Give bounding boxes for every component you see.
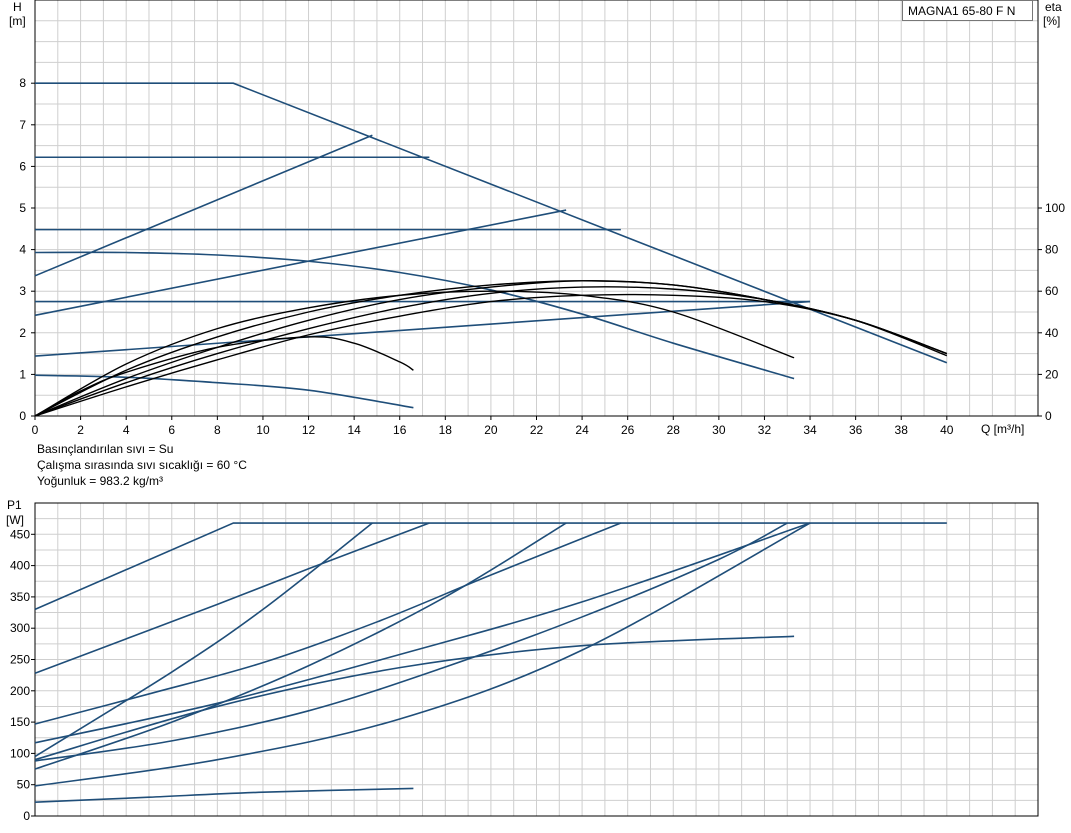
x-tick-label: 18: [439, 423, 453, 437]
eta-tick-label: 80: [1045, 243, 1059, 257]
power-curve: [34, 522, 947, 611]
power-tick-label: 150: [10, 715, 30, 729]
power-tick-label: 350: [10, 590, 30, 604]
head-curve: [34, 374, 414, 409]
head-tick-label: 5: [19, 201, 26, 215]
power-curve: [34, 635, 795, 761]
power-tick-label: 200: [10, 684, 30, 698]
x-tick-label: 32: [758, 423, 772, 437]
model-label: MAGNA1 65-80 F N: [902, 0, 1033, 21]
power-curve: [34, 522, 811, 744]
head-tick-label: 0: [19, 409, 26, 423]
x-tick-label: 10: [256, 423, 270, 437]
x-axis-label: Q [m³/h]: [981, 422, 1024, 436]
efficiency-curve: [34, 336, 414, 417]
power-tick-label: 250: [10, 653, 30, 667]
power-curve: [34, 522, 567, 770]
head-axis-label-unit: [m]: [9, 14, 26, 28]
efficiency-curve: [34, 293, 948, 417]
power-curve: [34, 522, 811, 787]
eta-axis-label-unit: [%]: [1043, 14, 1060, 28]
x-tick-label: 38: [895, 423, 909, 437]
power-curve: [34, 522, 430, 675]
x-tick-label: 4: [123, 423, 130, 437]
eta-tick-label: 100: [1045, 201, 1065, 215]
density-condition: Yoğunluk = 983.2 kg/m³: [37, 474, 163, 488]
head-tick-label: 7: [19, 118, 26, 132]
x-tick-label: 28: [667, 423, 681, 437]
x-tick-label: 36: [849, 423, 863, 437]
head-tick-label: 4: [19, 243, 26, 257]
x-tick-label: 20: [484, 423, 498, 437]
eta-tick-label: 60: [1045, 284, 1059, 298]
power-tick-label: 300: [10, 621, 30, 635]
eta-axis-label-top: eta: [1045, 0, 1062, 14]
x-tick-label: 34: [803, 423, 817, 437]
power-tick-label: 400: [10, 559, 30, 573]
power-curve: [34, 522, 788, 762]
head-tick-label: 2: [19, 326, 26, 340]
power-tick-label: 0: [23, 809, 30, 823]
head-tick-label: 1: [19, 367, 26, 381]
x-tick-label: 8: [214, 423, 221, 437]
power-tick-label: 450: [10, 527, 30, 541]
eta-tick-label: 40: [1045, 326, 1059, 340]
eta-tick-label: 0: [1045, 409, 1052, 423]
x-tick-label: 40: [940, 423, 954, 437]
power-chart: 0 50 100 150 200 250 300 350 400 450 P1 [W]: [6, 498, 1039, 823]
power-tick-label: 100: [10, 746, 30, 760]
power-curve: [34, 787, 414, 804]
head-chart: 0 2 4 6 8 10 12 14 16 18 20 22 24 26 28 30 32 34 36 38 40012…: [9, 0, 1065, 437]
x-tick-label: 12: [302, 423, 316, 437]
head-curve: [34, 209, 567, 317]
efficiency-curve: [34, 286, 948, 417]
x-tick-label: 22: [530, 423, 544, 437]
head-tick-label: 6: [19, 159, 26, 173]
power-curve: [34, 522, 373, 758]
head-axis-label-top: H: [13, 0, 22, 14]
x-tick-label: 2: [77, 423, 84, 437]
x-tick-label: 16: [393, 423, 407, 437]
power-curve: [34, 522, 622, 725]
head-curve: [34, 251, 795, 380]
power-axis-label-unit: [W]: [6, 513, 24, 527]
fluid-condition: Basınçlandırılan sıvı = Su: [37, 442, 174, 456]
temperature-condition: Çalışma sırasında sıvı sıcaklığı = 60 °C: [37, 458, 247, 472]
power-tick-label: 50: [17, 778, 31, 792]
head-tick-label: 3: [19, 284, 26, 298]
power-axis-label-top: P1: [7, 498, 22, 512]
head-curve: [35, 82, 948, 364]
x-tick-label: 24: [575, 423, 589, 437]
x-tick-label: 0: [32, 423, 39, 437]
x-tick-label: 6: [168, 423, 175, 437]
eta-tick-label: 20: [1045, 367, 1059, 381]
x-tick-label: 14: [347, 423, 361, 437]
x-tick-label: 26: [621, 423, 635, 437]
head-tick-label: 8: [19, 76, 26, 90]
x-tick-label: 30: [712, 423, 726, 437]
